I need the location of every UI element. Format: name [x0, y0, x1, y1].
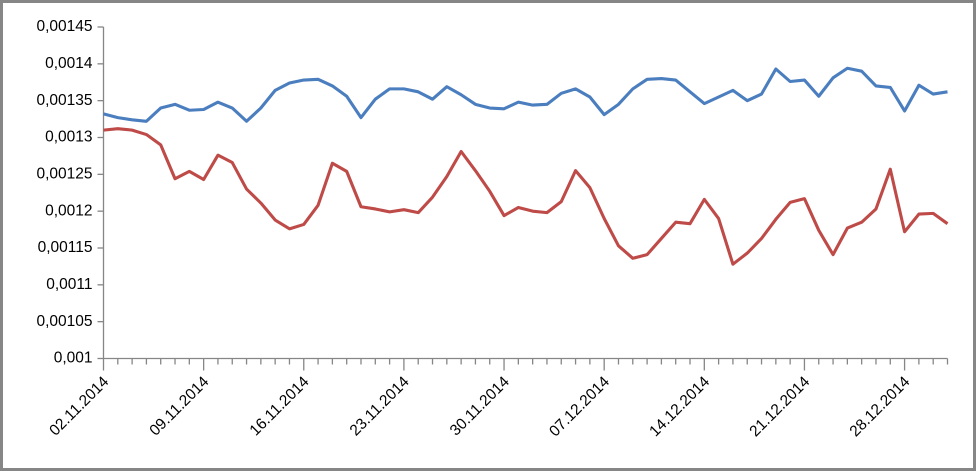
x-axis-tick-label: 07.12.2014	[546, 373, 613, 440]
y-axis-tick-label: 0,00135	[36, 92, 92, 109]
x-axis-tick-label: 14.12.2014	[646, 373, 713, 440]
data-series-group	[103, 66, 949, 266]
y-axis-tick-label: 0,00125	[36, 165, 92, 182]
x-axis-tick-label: 28.12.2014	[847, 373, 914, 440]
y-axis-tick-label: 0,00115	[38, 239, 93, 256]
x-axis	[102, 357, 949, 371]
x-axis-tick-label: 21.12.2014	[746, 373, 813, 440]
y-axis	[97, 26, 105, 360]
line-chart-plot: 0,00145 0,0014 0,00135 0,0013 0,00125 0,0012 0…	[36, 18, 949, 440]
y-axis-tick-label: 0,00105	[36, 313, 92, 330]
x-axis-tick-labels: 02.11.2014 09.11.2014 16.11.2014 23.11.2014…	[46, 373, 913, 440]
series-line-series1	[103, 66, 948, 123]
y-axis-tick-label: 0,001	[54, 350, 93, 367]
x-axis-tick-label: 16.11.2014	[247, 373, 313, 439]
x-axis-tick-label: 09.11.2014	[146, 373, 212, 439]
x-axis-tick-label: 02.11.2014	[46, 373, 112, 439]
y-axis-tick-label: 0,00145	[36, 18, 92, 35]
y-axis-tick-labels: 0,00145 0,0014 0,00135 0,0013 0,00125 0,0012 0…	[36, 18, 92, 367]
y-axis-tick-label: 0,0012	[45, 202, 92, 219]
series-line-series2	[103, 127, 949, 266]
x-axis-tick-label: 23.11.2014	[347, 373, 413, 439]
y-axis-tick-label: 0,0013	[45, 129, 92, 146]
x-axis-tick-label: 30.11.2014	[447, 373, 513, 439]
y-axis-tick-label: 0,0014	[45, 55, 93, 72]
y-axis-tick-label: 0,0011	[46, 276, 92, 293]
